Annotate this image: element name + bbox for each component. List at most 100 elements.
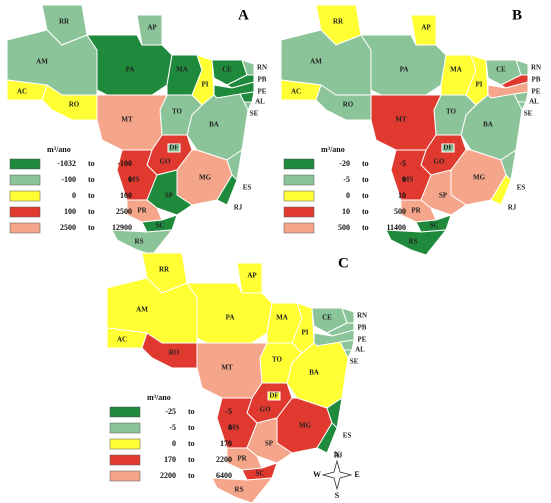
state-label: RN — [357, 312, 367, 320]
state-label: DF — [169, 144, 178, 152]
legend-to: 500 — [394, 207, 406, 216]
state-label: PI — [302, 329, 309, 337]
state-label: RS — [235, 486, 244, 494]
state-label: SP — [165, 192, 174, 200]
legend-to-word: to — [188, 423, 195, 432]
state — [141, 332, 198, 369]
legend-swatch — [109, 422, 141, 434]
state-label: AM — [36, 58, 48, 66]
state-label: MS — [129, 176, 140, 184]
state-label: ES — [343, 432, 352, 440]
legend-swatch — [283, 222, 315, 234]
legend-from: -5 — [343, 175, 350, 184]
legend-to: 0 — [128, 175, 132, 184]
state-label: PA — [400, 66, 409, 74]
state-label: PR — [411, 207, 421, 215]
legend-from: -5 — [169, 423, 176, 432]
legend-to-word: to — [188, 455, 195, 464]
state-label: AC — [17, 88, 27, 96]
legend-swatch — [109, 454, 141, 466]
state — [41, 84, 98, 121]
state-label: RN — [257, 64, 267, 72]
state — [211, 477, 274, 503]
state-label: PE — [258, 88, 267, 96]
state-label: MA — [176, 66, 188, 74]
legend-swatch — [283, 206, 315, 218]
state-label: RO — [169, 349, 180, 357]
legend-unit: m³/ano — [47, 145, 71, 154]
state-label: RJ — [508, 204, 517, 212]
state-label: ES — [517, 184, 526, 192]
legend-to: 170 — [220, 439, 232, 448]
legend-from: -100 — [61, 175, 76, 184]
legend-unit: m³/ano — [321, 145, 345, 154]
state-label: SC — [156, 222, 165, 230]
state-label: PE — [532, 88, 541, 96]
state-label: MA — [276, 314, 288, 322]
state-label: AL — [355, 346, 365, 354]
state-label: MS — [403, 176, 414, 184]
legend-to: -5 — [399, 159, 406, 168]
state-label: SP — [439, 192, 448, 200]
legend-swatch — [9, 158, 41, 170]
state — [216, 174, 238, 206]
state-label: DF — [443, 144, 452, 152]
state — [490, 174, 512, 206]
state-label: RR — [159, 266, 170, 274]
state-label: TO — [446, 108, 457, 116]
state-label: BA — [209, 121, 219, 129]
state-label: CE — [322, 314, 332, 322]
state-label: PI — [476, 81, 483, 89]
legend-to-word: to — [188, 471, 195, 480]
state-label: SE — [350, 358, 359, 366]
legend-swatch — [283, 174, 315, 186]
state-label: AP — [147, 24, 157, 32]
legend-to-word: to — [188, 439, 195, 448]
state-label: MT — [121, 116, 133, 124]
legend-to: 2200 — [216, 455, 232, 464]
state — [167, 143, 181, 153]
state-label: PB — [532, 76, 541, 84]
legend-to-word: to — [362, 223, 369, 232]
legend-to-word: to — [362, 159, 369, 168]
state-label: PI — [202, 81, 209, 89]
state-label: PB — [358, 324, 367, 332]
legend-from: 100 — [64, 207, 76, 216]
legend-to: 100 — [120, 191, 132, 200]
state — [316, 422, 338, 454]
state-label: PR — [137, 207, 147, 215]
legend-from: 170 — [164, 455, 176, 464]
state — [441, 143, 455, 153]
compass: N S E W — [313, 450, 360, 500]
state-label: SE — [250, 110, 259, 118]
legend-swatch — [283, 158, 315, 170]
legend-from: 2500 — [60, 223, 76, 232]
state-label: RN — [531, 64, 541, 72]
panel-letter: C — [338, 255, 349, 271]
legend-to: 6400 — [216, 471, 232, 480]
legend-from: 2200 — [160, 471, 176, 480]
compass-s: S — [335, 491, 340, 500]
state-label: PE — [358, 336, 367, 344]
state-label: TO — [172, 108, 183, 116]
state-label: DF — [269, 392, 278, 400]
legend-from: -25 — [165, 407, 176, 416]
state-label: CE — [222, 66, 232, 74]
state-label: AC — [117, 336, 127, 344]
state-label: AP — [247, 272, 257, 280]
state-label: AM — [310, 58, 322, 66]
state-label: MG — [299, 422, 312, 430]
state-label: RJ — [234, 204, 243, 212]
state-label: RJ — [334, 452, 343, 460]
state-label: GO — [434, 158, 445, 166]
state — [267, 391, 281, 401]
state-label: BA — [483, 121, 493, 129]
legend-swatch — [283, 190, 315, 202]
legend-to-word: to — [188, 407, 195, 416]
state-label: MS — [229, 424, 240, 432]
state-label: RO — [69, 101, 80, 109]
state-label: RS — [135, 238, 144, 246]
legend-to: 0 — [402, 175, 406, 184]
state-label: ES — [243, 184, 252, 192]
legend-to-word: to — [88, 191, 95, 200]
